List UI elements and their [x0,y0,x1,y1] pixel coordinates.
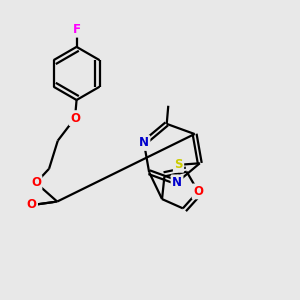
Text: N: N [172,176,182,189]
Text: F: F [73,23,81,36]
Text: S: S [174,158,183,171]
Text: O: O [193,185,203,198]
Text: N: N [139,136,149,149]
Text: O: O [27,198,37,211]
Text: O: O [31,176,41,189]
Text: O: O [70,112,80,124]
